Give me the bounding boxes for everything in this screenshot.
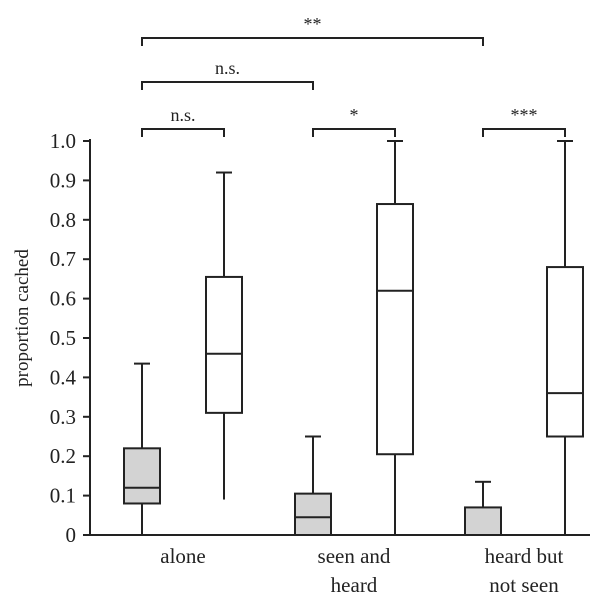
- significance-label: n.s.: [170, 105, 195, 125]
- category-label: alone: [160, 544, 205, 568]
- significance-label: **: [304, 14, 322, 34]
- significance-label: *: [350, 105, 359, 125]
- y-tick-label: 0.6: [50, 287, 76, 311]
- box-treatment: [376, 140, 414, 535]
- box-body: [464, 506, 502, 537]
- box-control: [123, 362, 161, 535]
- bracket-line: [141, 37, 484, 46]
- category-label: not seen: [489, 573, 559, 596]
- box-control: [464, 480, 502, 537]
- box-control: [294, 435, 332, 537]
- box-treatment: [205, 171, 243, 500]
- box-body: [294, 492, 332, 537]
- category-label: heard but: [485, 544, 564, 568]
- box-body: [123, 447, 161, 505]
- y-tick-label: 1.0: [50, 129, 76, 153]
- bracket-line: [141, 81, 314, 90]
- axes: [83, 139, 590, 536]
- box-treatment: [546, 140, 584, 535]
- y-tick-label: 0: [66, 523, 77, 547]
- bracket-line: [141, 128, 225, 137]
- significance-bracket: n.s.: [141, 105, 225, 137]
- significance-label: ***: [511, 105, 538, 125]
- significance-bracket: *: [312, 105, 396, 137]
- y-tick-label: 0.5: [50, 326, 76, 350]
- y-tick-label: 0.1: [50, 484, 76, 508]
- box-body: [546, 266, 584, 438]
- category-label: seen and: [318, 544, 391, 568]
- bracket-line: [482, 128, 566, 137]
- box-body: [205, 275, 243, 414]
- significance-bracket: **: [141, 14, 484, 46]
- bracket-line: [312, 128, 396, 137]
- y-tick-label: 0.9: [50, 168, 76, 192]
- significance-bracket: ***: [482, 105, 566, 137]
- y-tick-label: 0.2: [50, 444, 76, 468]
- significance-label: n.s.: [215, 58, 240, 78]
- significance-bracket: n.s.: [141, 58, 314, 90]
- y-tick-label: 0.3: [50, 405, 76, 429]
- y-tick-label: 0.4: [50, 365, 77, 389]
- category-labels: alone seen and heard heard but not seen: [160, 544, 563, 596]
- y-tick-labels: 0 0.1 0.2 0.3 0.4 0.5 0.6 0.7 0.8 0.9 1.0: [50, 129, 77, 547]
- box-body: [376, 203, 414, 456]
- box-series: [123, 140, 584, 537]
- y-tick-label: 0.8: [50, 208, 76, 232]
- y-tick-label: 0.7: [50, 247, 76, 271]
- y-axis-label: proportion cached: [12, 249, 33, 387]
- significance-brackets: n.s. * ***n.s.**: [141, 14, 566, 137]
- category-label: heard: [331, 573, 378, 596]
